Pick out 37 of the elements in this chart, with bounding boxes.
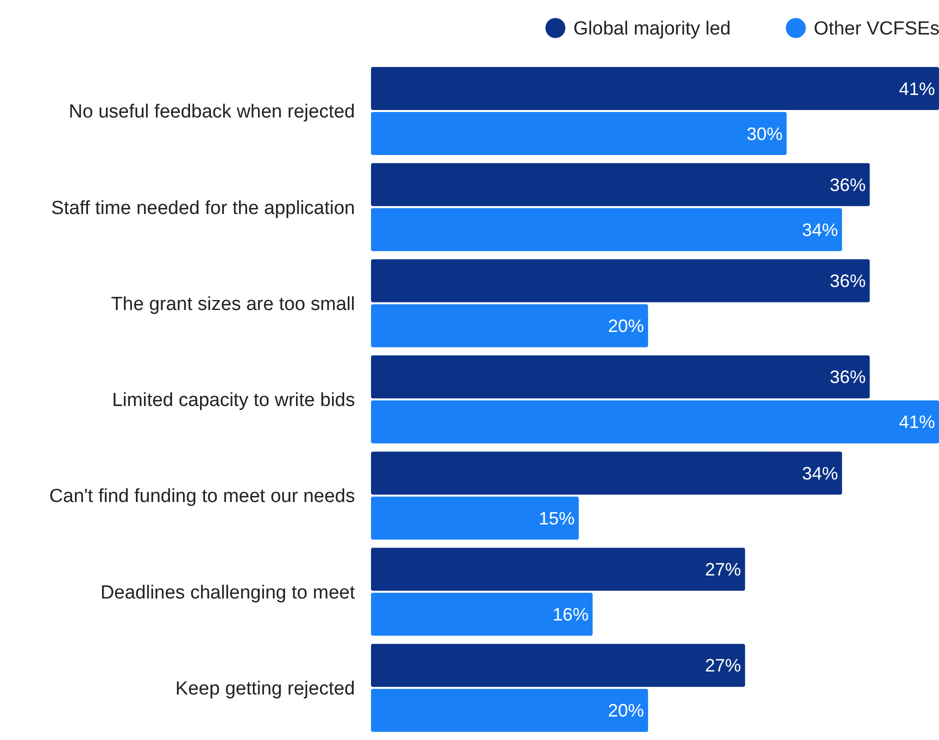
bar	[371, 400, 939, 444]
data-label: 36%	[830, 367, 866, 388]
bar	[371, 644, 746, 687]
y-tick-label: The grant sizes are too small	[111, 294, 355, 315]
bar	[371, 452, 842, 495]
data-label: 27%	[705, 656, 742, 676]
bar	[371, 259, 870, 302]
data-label: 15%	[538, 508, 575, 528]
y-tick-label: Keep getting rejected	[175, 678, 355, 700]
bar	[371, 355, 870, 398]
bar	[371, 688, 648, 732]
data-label: 27%	[705, 560, 742, 580]
data-label: 30%	[746, 124, 783, 144]
bar	[371, 208, 842, 252]
bar	[371, 163, 870, 206]
y-tick-label: Deadlines challenging to meet	[100, 582, 356, 604]
data-label: 34%	[802, 463, 838, 484]
bar	[371, 548, 746, 591]
data-label: 16%	[552, 604, 589, 625]
data-label: 41%	[898, 412, 935, 432]
y-tick-label: Staff time needed for the application	[51, 198, 355, 219]
bar	[371, 496, 579, 540]
y-tick-label: Can't find funding to meet our needs	[49, 486, 355, 508]
data-label: 41%	[898, 78, 935, 99]
bar	[371, 67, 939, 110]
data-label: 20%	[608, 316, 644, 336]
data-label: 36%	[830, 174, 866, 195]
y-tick-label: Limited capacity to write bids	[112, 390, 355, 412]
data-label: 20%	[608, 700, 644, 721]
bar	[371, 592, 593, 636]
legend-label: Global majority led	[573, 18, 731, 40]
bar	[371, 112, 787, 155]
bar	[371, 304, 648, 348]
y-tick-label: No useful feedback when rejected	[68, 102, 355, 123]
legend-label: Other VCFSEs	[814, 18, 939, 40]
data-label: 34%	[802, 220, 838, 240]
data-label: 36%	[830, 271, 866, 292]
